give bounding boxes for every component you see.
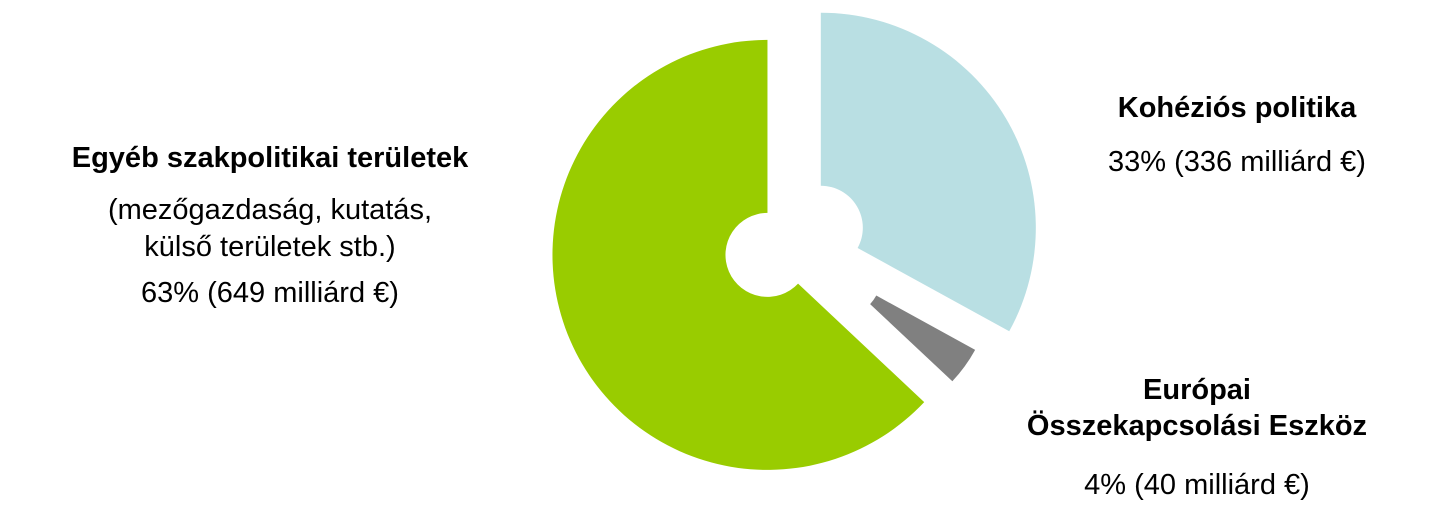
slice-label-egyeb-detail-line-2: külső területek stb.) (144, 230, 396, 263)
pie-slice-europai-osszekapcsolasi-eszkoz (870, 295, 976, 382)
label-egyeb-szakpolitikai: Egyéb szakpolitikai területek (mezőgazda… (0, 140, 540, 311)
pie-slice-egyeb-szakpolitikai (552, 39, 925, 470)
slice-label-egyeb-detail: (mezőgazdaság, kutatás, külső területek … (0, 192, 540, 265)
slice-label-egyeb-value: 63% (649 milliárd €) (141, 276, 399, 309)
slice-label-egyeb-detail-line-1: (mezőgazdaság, kutatás, (107, 194, 432, 227)
slice-label-kohezio-name: Kohéziós politika (1117, 92, 1357, 124)
slice-label-cef-name-line-1: Európai (1143, 374, 1251, 406)
label-kohezios-politika: Kohéziós politika 33% (336 milliárd €) (1040, 90, 1434, 181)
slice-label-kohezio-value: 33% (336 milliárd €) (1108, 146, 1366, 179)
slice-label-cef-name-line-2: Összekapcsolási Eszköz (1026, 410, 1368, 443)
label-europai-osszekapcsolasi-eszkoz: Európai Összekapcsolási Eszköz 4% (40 mi… (960, 372, 1434, 503)
slice-label-egyeb-name: Egyéb szakpolitikai területek (71, 142, 469, 174)
slice-label-cef-name: Európai Összekapcsolási Eszköz (960, 372, 1434, 445)
slice-label-cef-value: 4% (40 milliárd €) (1084, 468, 1310, 501)
pie-slice-kohezios-politika (820, 12, 1036, 332)
